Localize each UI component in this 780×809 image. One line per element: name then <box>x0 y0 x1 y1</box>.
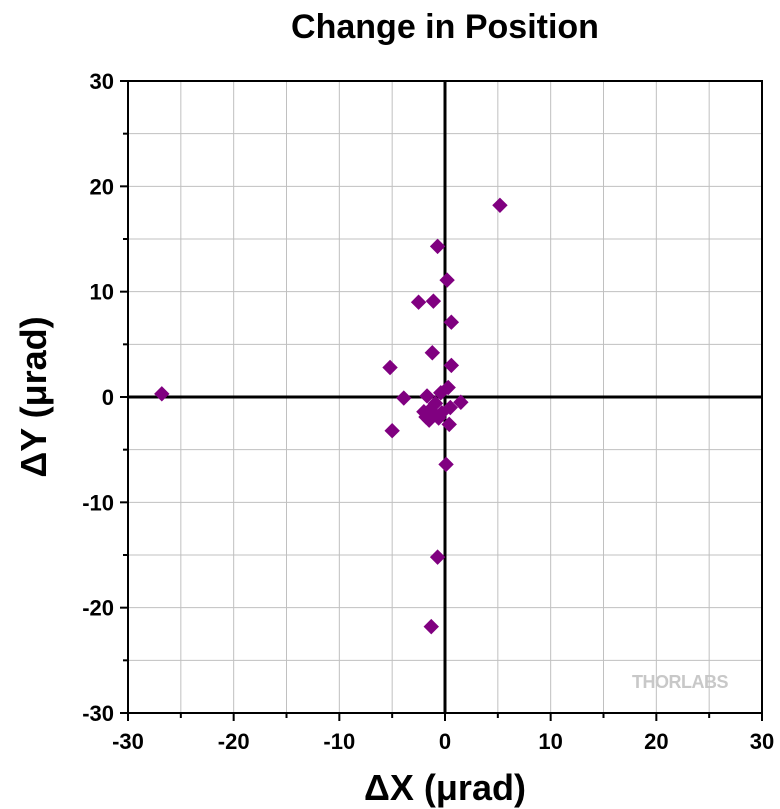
x-tick-label: 30 <box>750 729 774 754</box>
data-point <box>410 294 427 310</box>
data-point <box>396 390 412 406</box>
x-axis-title: ΔX (μrad) <box>364 767 526 808</box>
data-point <box>443 314 460 330</box>
y-tick-label: 0 <box>102 385 114 410</box>
data-point <box>429 238 446 255</box>
x-tick-label: 0 <box>439 729 451 754</box>
x-tick-label: -30 <box>112 729 144 754</box>
data-point <box>439 272 455 288</box>
y-tick-label: 10 <box>90 280 114 305</box>
minor-ticks <box>120 80 763 721</box>
y-tick-label: 30 <box>90 69 114 94</box>
data-point <box>453 394 469 410</box>
x-tick-label: 10 <box>538 729 562 754</box>
x-tick-label: -10 <box>323 729 355 754</box>
data-point <box>433 385 449 401</box>
data-point <box>492 197 508 214</box>
x-tick-labels: -30 -20 -10 0 10 20 30 <box>112 729 774 754</box>
data-point <box>419 388 435 404</box>
chart-title: Change in Position <box>291 8 599 46</box>
data-point <box>423 618 439 635</box>
x-tick-label: 20 <box>644 729 668 754</box>
y-axis-title: ΔY (μrad) <box>13 316 54 477</box>
y-tick-label: -10 <box>82 490 114 515</box>
data-point <box>154 386 170 402</box>
data-point <box>424 345 441 361</box>
data-point <box>421 412 437 428</box>
y-tick-label: 20 <box>90 174 114 199</box>
data-points <box>154 197 508 635</box>
thorlabs-logo: THORLABS <box>632 672 728 692</box>
data-point <box>384 422 400 439</box>
data-point <box>438 456 454 473</box>
y-tick-labels: 30 20 10 0 -10 -20 -30 <box>82 69 114 726</box>
y-tick-label: -30 <box>82 701 114 726</box>
data-point <box>429 549 446 565</box>
data-point <box>425 293 442 309</box>
y-tick-label: -20 <box>82 596 114 621</box>
x-tick-label: -20 <box>218 729 250 754</box>
data-point <box>443 357 460 374</box>
data-point <box>382 359 398 376</box>
data-point <box>441 416 457 433</box>
